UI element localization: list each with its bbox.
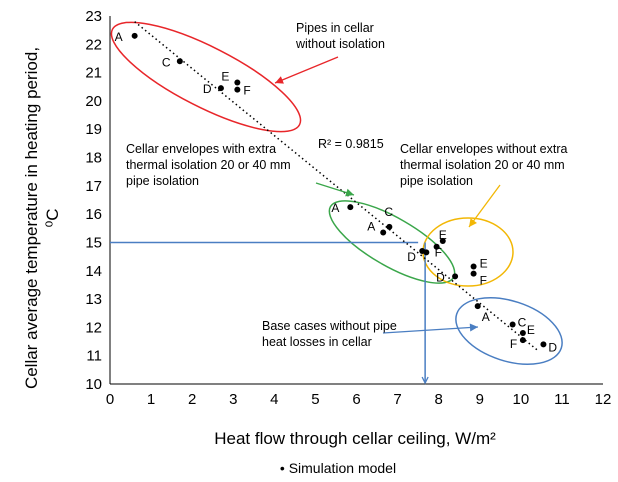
x-tick-label: 11 bbox=[554, 391, 570, 408]
y-tick-label: 15 bbox=[85, 234, 102, 251]
y-tick-label: 23 bbox=[85, 8, 102, 25]
data-point bbox=[380, 229, 387, 236]
y-tick-label: 14 bbox=[85, 263, 102, 280]
axes bbox=[109, 16, 603, 385]
point-label: D bbox=[203, 82, 212, 96]
x-tick-label: 5 bbox=[311, 391, 319, 408]
data-point bbox=[470, 263, 477, 270]
trend-line bbox=[134, 21, 538, 351]
note-no-extra-isolation: Cellar envelopes without extra thermal is… bbox=[400, 142, 567, 188]
note-pipes-no-isolation: Pipes in cellar without isolation bbox=[295, 21, 385, 51]
data-point bbox=[474, 303, 481, 310]
x-tick-label: 4 bbox=[270, 391, 278, 408]
annotations: Pipes in cellar without isolation Cellar e… bbox=[126, 21, 567, 349]
x-tick-label: 10 bbox=[512, 391, 529, 408]
r-squared-label: R² = 0.9815 bbox=[318, 137, 384, 151]
arrow-no-extra-isolation-head bbox=[469, 218, 477, 227]
x-tick-label: 12 bbox=[595, 391, 612, 408]
point-label: E bbox=[439, 228, 447, 242]
ellipse-pipes-no-isolation bbox=[110, 21, 302, 133]
y-tick-label: 12 bbox=[85, 319, 102, 336]
data-point bbox=[234, 79, 241, 86]
note-extra-isolation: Cellar envelopes with extra thermal isola… bbox=[126, 142, 291, 188]
data-point bbox=[423, 249, 430, 256]
y-tick-label: 22 bbox=[85, 36, 102, 53]
x-axis-title: Heat flow through cellar ceiling, W/m² bbox=[214, 429, 496, 448]
x-tick-label: 9 bbox=[476, 391, 484, 408]
point-label: E bbox=[480, 257, 488, 271]
x-tick-label: 8 bbox=[434, 391, 442, 408]
data-point bbox=[234, 86, 241, 93]
y-axis-title: Cellar average temperature in heating pe… bbox=[22, 47, 41, 389]
note-base-cases: Base cases without pipe heat losses in ce… bbox=[262, 319, 397, 349]
arrow-base-cases bbox=[382, 326, 479, 334]
x-tick-label: 0 bbox=[106, 391, 114, 408]
data-point bbox=[386, 223, 393, 230]
x-tick-label: 7 bbox=[393, 391, 401, 408]
point-label: F bbox=[435, 246, 442, 260]
data-point bbox=[519, 330, 526, 337]
x-tick-label: 6 bbox=[352, 391, 360, 408]
point-label: C bbox=[162, 55, 171, 69]
y-tick-label: 16 bbox=[85, 206, 102, 223]
data-point bbox=[509, 321, 516, 328]
annotation-arrows bbox=[274, 56, 501, 334]
arrow-no-extra-isolation bbox=[468, 184, 501, 228]
data-point bbox=[452, 273, 459, 280]
point-label: A bbox=[482, 310, 490, 324]
point-label: C bbox=[384, 205, 393, 219]
point-label: D bbox=[436, 270, 445, 284]
data-point bbox=[176, 58, 183, 65]
point-label: A bbox=[331, 201, 339, 215]
point-label: E bbox=[221, 70, 229, 84]
point-label: A bbox=[367, 220, 375, 234]
point-label: C bbox=[518, 316, 527, 330]
arrow-extra-isolation-head bbox=[345, 188, 354, 197]
x-tick-label: 1 bbox=[147, 391, 155, 408]
x-tick-label: 3 bbox=[229, 391, 237, 408]
reference-arrowhead bbox=[421, 376, 429, 385]
legend-entry: • Simulation model bbox=[280, 460, 396, 476]
data-point bbox=[540, 341, 547, 348]
y-tick-label: 18 bbox=[85, 150, 102, 167]
y-tick-label: 11 bbox=[86, 348, 102, 365]
point-label: F bbox=[480, 274, 487, 288]
y-tick-labels: 10 11 12 13 14 15 16 17 18 19 20 21 22 23 bbox=[85, 8, 102, 393]
data-point bbox=[470, 270, 477, 277]
y-tick-label: 21 bbox=[85, 65, 102, 82]
x-tick-labels: 0 1 2 3 4 5 6 7 8 9 10 11 12 bbox=[106, 391, 612, 408]
ellipse-base-cases bbox=[455, 297, 563, 365]
point-label: D bbox=[548, 340, 557, 354]
point-label: F bbox=[243, 84, 250, 98]
y-tick-label: 19 bbox=[85, 121, 102, 138]
data-point bbox=[347, 204, 354, 211]
point-label: D bbox=[407, 250, 416, 264]
y-tick-label: 20 bbox=[85, 93, 102, 110]
arrow-base-cases-head bbox=[469, 323, 478, 332]
reference-lines bbox=[110, 241, 429, 385]
group-ellipses bbox=[110, 21, 563, 365]
arrow-pipes-no-isolation-head bbox=[275, 76, 284, 84]
data-point bbox=[519, 337, 526, 344]
y-axis-unit: ⁰C bbox=[43, 208, 62, 227]
data-point bbox=[433, 243, 440, 250]
data-point bbox=[131, 32, 138, 39]
point-label: F bbox=[510, 337, 517, 351]
arrow-pipes-no-isolation bbox=[274, 56, 339, 84]
point-label: E bbox=[527, 323, 535, 337]
y-tick-label: 10 bbox=[85, 376, 102, 393]
y-tick-label: 17 bbox=[85, 178, 102, 195]
y-tick-label: 13 bbox=[85, 291, 102, 308]
x-tick-label: 2 bbox=[188, 391, 196, 408]
data-point bbox=[217, 85, 224, 92]
data-point bbox=[439, 238, 446, 245]
point-label: A bbox=[115, 30, 123, 44]
